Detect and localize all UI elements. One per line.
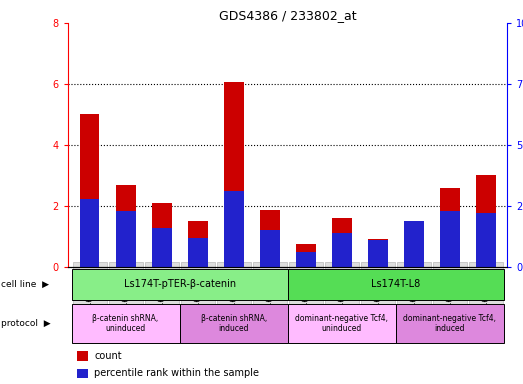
Bar — [152, 228, 172, 267]
Text: count: count — [94, 351, 122, 361]
Bar — [224, 83, 244, 267]
Bar — [368, 240, 388, 267]
Bar — [404, 221, 424, 267]
Bar — [404, 220, 424, 267]
Bar — [77, 351, 88, 361]
Bar — [179, 304, 288, 343]
Bar — [295, 244, 315, 267]
Bar — [396, 304, 504, 343]
Text: percentile rank within the sample: percentile rank within the sample — [94, 368, 259, 379]
Bar — [295, 252, 315, 267]
Bar — [440, 211, 460, 267]
Bar — [72, 269, 288, 300]
Text: dominant-negative Tcf4,
induced: dominant-negative Tcf4, induced — [403, 314, 496, 333]
Bar — [476, 175, 496, 267]
Bar — [332, 218, 351, 267]
Bar — [188, 221, 208, 267]
Bar — [368, 240, 388, 267]
Text: β-catenin shRNA,
uninduced: β-catenin shRNA, uninduced — [93, 314, 159, 333]
Bar — [152, 203, 172, 267]
Title: GDS4386 / 233802_at: GDS4386 / 233802_at — [219, 9, 357, 22]
Text: cell line  ▶: cell line ▶ — [1, 280, 49, 289]
Bar — [72, 304, 179, 343]
Text: Ls174T-L8: Ls174T-L8 — [371, 279, 420, 289]
Bar — [188, 238, 208, 267]
Bar — [288, 269, 504, 300]
Bar — [79, 114, 99, 267]
Bar — [260, 210, 280, 267]
Bar — [288, 304, 396, 343]
Bar — [116, 185, 135, 267]
Text: protocol  ▶: protocol ▶ — [1, 319, 50, 328]
Bar — [440, 188, 460, 267]
Bar — [77, 369, 88, 378]
Bar — [260, 230, 280, 267]
Bar — [224, 191, 244, 267]
Bar — [332, 233, 351, 267]
Bar — [116, 211, 135, 267]
Text: dominant-negative Tcf4,
uninduced: dominant-negative Tcf4, uninduced — [295, 314, 388, 333]
Bar — [79, 199, 99, 267]
Text: Ls174T-pTER-β-catenin: Ls174T-pTER-β-catenin — [123, 279, 236, 289]
Text: β-catenin shRNA,
induced: β-catenin shRNA, induced — [200, 314, 267, 333]
Bar — [476, 213, 496, 267]
